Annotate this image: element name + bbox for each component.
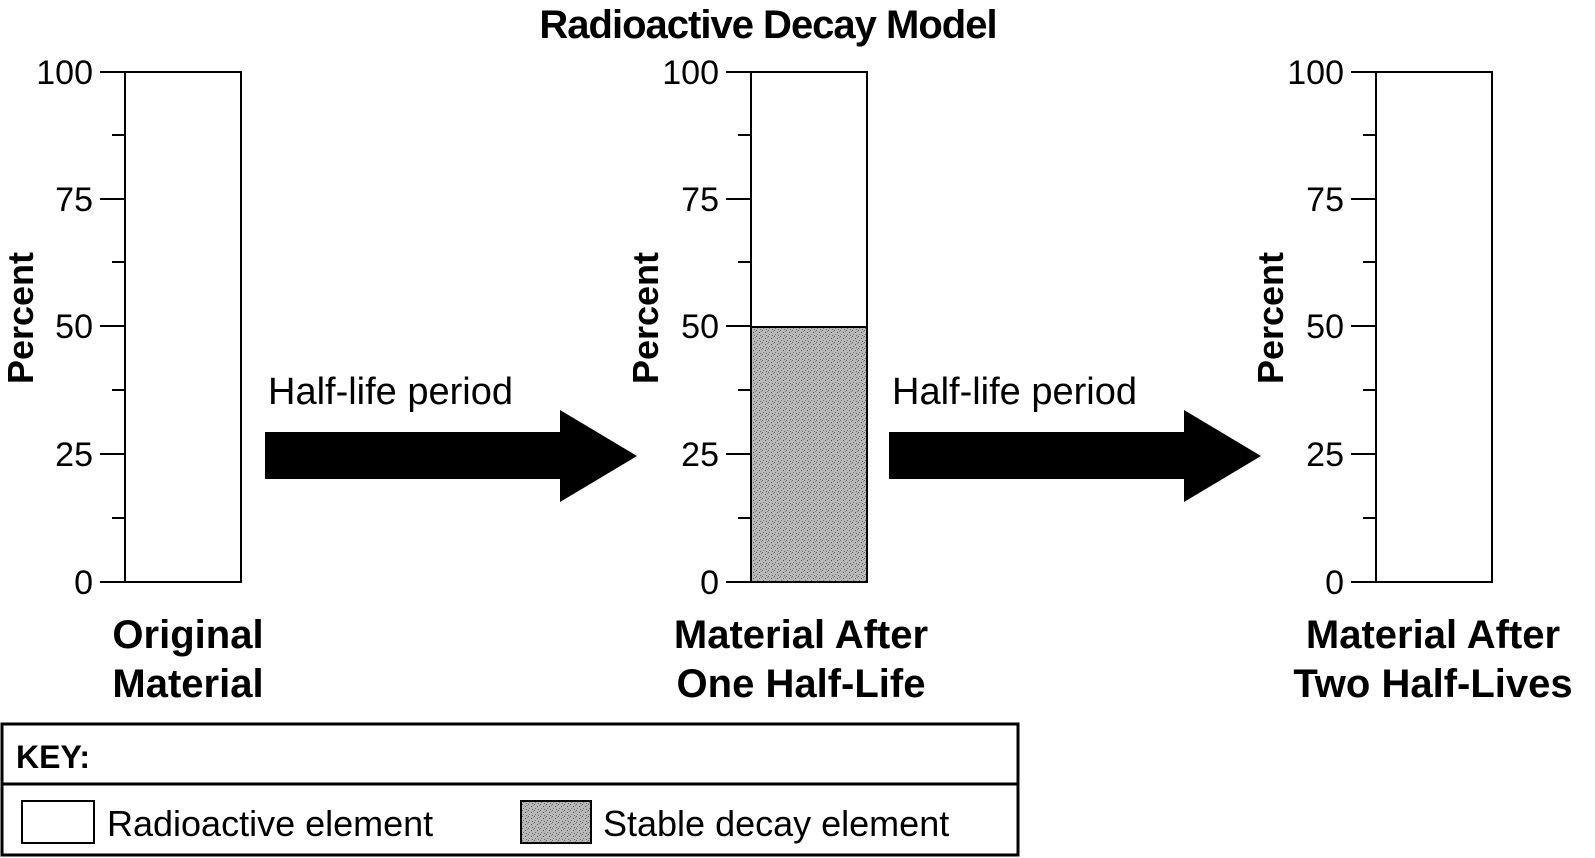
y-axis-label: Percent [625,252,666,384]
y-axis-label: Percent [1250,252,1291,384]
tick-label-0: 0 [74,564,93,602]
tick-label-75: 75 [55,181,93,219]
panel-after-two-half-lives: Percent 100 75 50 25 0 Material After Tw… [1250,54,1573,706]
panel-caption-line1: Material After [1306,613,1560,657]
tick-label-100: 100 [1287,54,1344,92]
panel-original: Percent 100 75 50 25 0 Original Material [0,54,264,706]
radioactive-key-label: Radioactive element [107,803,433,844]
radioactive-bar [124,71,242,583]
tick-label-50: 50 [55,308,93,346]
key-border [0,722,1020,857]
panel-caption-line2: Two Half-Lives [1293,662,1572,706]
tick-label-25: 25 [55,436,93,474]
y-axis-ticks [726,71,751,583]
panel-caption-line1: Material After [674,613,928,657]
tick-label-25: 25 [1306,436,1344,474]
right-arrow-icon [265,410,637,502]
stable-key-label: Stable decay element [603,803,949,844]
tick-label-50: 50 [681,308,719,346]
diagram-title: Radioactive Decay Model [539,3,996,47]
arrow-label: Half-life period [892,371,1137,413]
tick-label-0: 0 [700,564,719,602]
y-axis-label: Percent [0,252,41,384]
y-axis-ticks [100,71,125,583]
tick-label-100: 100 [662,54,719,92]
tick-label-75: 75 [681,181,719,219]
y-axis-ticks [1351,71,1376,583]
stable-swatch [520,800,592,844]
tick-label-100: 100 [36,54,93,92]
right-arrow-icon [889,410,1261,502]
key-legend: KEY: Radioactive element Stable decay el… [0,722,1020,857]
tick-label-75: 75 [1306,181,1344,219]
panel-after-one-half-life: Percent 100 75 50 25 0 Material After On… [625,54,928,706]
arrow-label: Half-life period [268,371,513,413]
radioactive-swatch [21,800,95,844]
panel-caption-line1: Original [112,613,263,657]
arrow-half-life-2: Half-life period [889,371,1261,502]
radioactive-bar [1375,71,1493,583]
key-heading: KEY: [16,739,90,775]
tick-label-0: 0 [1325,564,1344,602]
tick-label-25: 25 [681,436,719,474]
panel-caption-line2: Material [112,662,263,706]
arrow-half-life-1: Half-life period [265,371,637,502]
stable-decay-bar [750,326,868,583]
tick-label-50: 50 [1306,308,1344,346]
panel-caption-line2: One Half-Life [677,662,926,706]
